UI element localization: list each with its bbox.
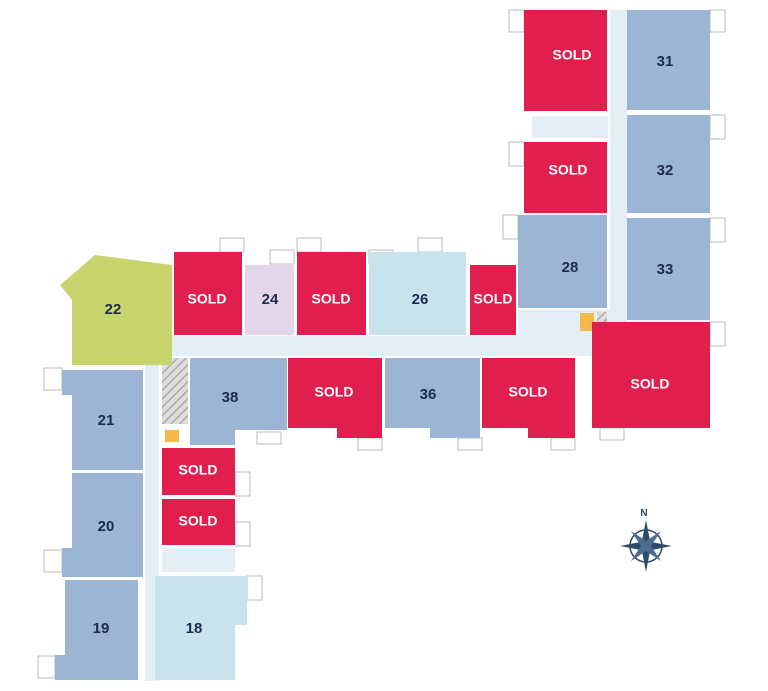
balcony <box>502 214 519 240</box>
exit-icon <box>165 430 179 442</box>
unit-label: SOLD <box>179 462 218 478</box>
unit <box>155 576 247 680</box>
balcony <box>709 321 726 347</box>
unit-label: SOLD <box>179 513 218 529</box>
corridor <box>610 10 627 345</box>
balcony <box>599 427 625 441</box>
unit <box>288 358 382 438</box>
balcony <box>417 237 443 253</box>
balcony <box>256 431 282 445</box>
unit-label: SOLD <box>631 376 670 392</box>
unit <box>627 115 710 213</box>
balcony <box>457 437 483 451</box>
compass-label: N <box>640 508 647 519</box>
unit-label: 33 <box>657 261 674 278</box>
corridor <box>532 116 608 138</box>
unit <box>62 370 143 470</box>
unit-label: 26 <box>412 291 429 308</box>
compass-star <box>631 531 661 561</box>
balcony <box>269 249 295 265</box>
balcony <box>37 655 56 679</box>
unit <box>162 448 235 495</box>
corridors <box>145 10 627 681</box>
balcony <box>219 237 245 253</box>
unit-label: SOLD <box>553 47 592 63</box>
unit <box>297 252 366 335</box>
unit-label: 24 <box>262 291 279 308</box>
unit-label: 20 <box>98 518 115 535</box>
unit-label: SOLD <box>509 384 548 400</box>
unit <box>55 580 138 680</box>
unit-label: 18 <box>186 620 203 637</box>
balcony <box>234 471 251 497</box>
unit-label: 21 <box>98 412 115 429</box>
unit <box>369 252 466 335</box>
unit <box>174 252 242 335</box>
balcony <box>550 437 576 451</box>
unit-label: 32 <box>657 162 674 179</box>
unit-label: SOLD <box>312 291 351 307</box>
balcony <box>709 217 726 243</box>
unit <box>482 358 575 438</box>
unit-label: SOLD <box>315 384 354 400</box>
unit-label: 31 <box>657 53 674 70</box>
unit-label: SOLD <box>549 162 588 178</box>
balcony <box>246 575 263 601</box>
unit <box>190 358 287 445</box>
unit-label: 36 <box>420 386 437 403</box>
exit-icon <box>580 313 594 331</box>
corridor <box>145 336 625 356</box>
compass: N <box>620 508 672 572</box>
unit <box>592 322 710 428</box>
unit-label: 22 <box>105 301 122 318</box>
unit <box>62 473 143 577</box>
unit <box>627 218 710 320</box>
unit <box>245 265 294 335</box>
corridor <box>162 548 235 572</box>
balcony <box>709 114 726 140</box>
balcony <box>508 141 525 167</box>
unit-label: 38 <box>222 389 239 406</box>
balcony <box>234 521 251 547</box>
unit <box>385 358 480 438</box>
balcony <box>43 367 63 391</box>
unit <box>524 10 607 111</box>
unit-label: 28 <box>562 259 579 276</box>
balcony <box>709 9 726 33</box>
balcony <box>508 9 525 33</box>
unit <box>627 10 710 110</box>
balcony <box>357 437 383 451</box>
unit <box>162 499 235 545</box>
unit-label: SOLD <box>188 291 227 307</box>
unit <box>518 215 607 308</box>
unit <box>524 142 607 213</box>
unit <box>470 265 516 335</box>
unit-label: 19 <box>93 620 110 637</box>
balcony <box>296 237 322 253</box>
unit <box>60 255 172 365</box>
units: SOLD 31 SOLD 32 28 33 SOLD 22 SOLD 24 SO… <box>55 10 710 680</box>
stairs <box>162 358 188 424</box>
balcony <box>43 549 63 573</box>
unit-label: SOLD <box>474 291 513 307</box>
